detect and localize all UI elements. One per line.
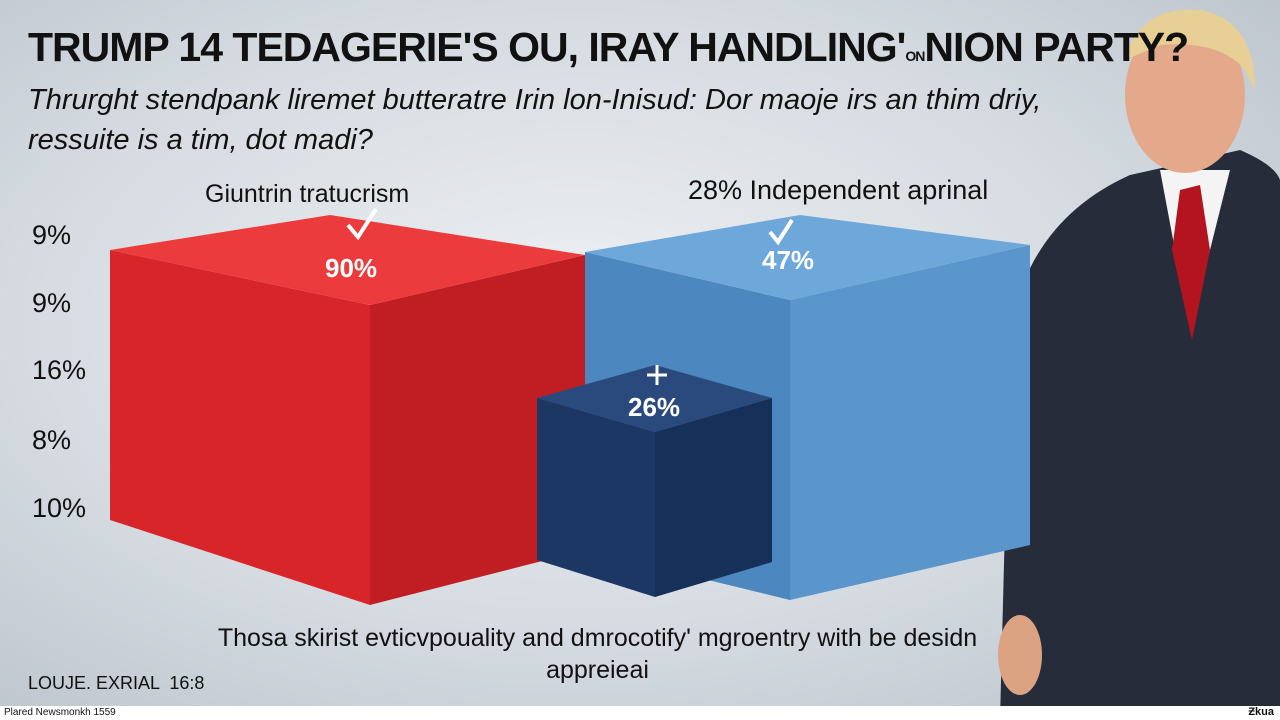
axis-label: 9%: [32, 220, 72, 250]
footer-bar: [0, 706, 1280, 720]
navy-box: [537, 365, 772, 597]
red-box: [110, 215, 585, 605]
bar-label: 90%: [325, 253, 378, 283]
corner-label: LOUJE. EXRIAL 16:8: [28, 673, 205, 693]
caption: Thosa skirist evticvpouality and dmrocot…: [217, 624, 978, 684]
bar-label: 47%: [762, 245, 815, 275]
axis-label: 16%: [32, 355, 87, 385]
check-icon: [346, 207, 378, 241]
title: TRUMP 14 TEDAGERIE'S OU, IRAY HANDLING'O…: [28, 24, 1189, 70]
footer-left: Plared Newsmonkh 1559: [4, 707, 116, 718]
axis-label: 10%: [32, 493, 87, 523]
bar-label: 26%: [628, 392, 681, 422]
plus-icon: [647, 365, 667, 385]
person: [998, 9, 1280, 720]
footer-right: Ƶkua: [1248, 706, 1274, 718]
subtitle: Thrurght stendpank liremet butteratre Ir…: [28, 84, 1042, 116]
group-label: Giuntrin tratucrism: [205, 180, 410, 208]
axis-label: 8%: [32, 425, 72, 455]
group-label: 28% Independent aprinal: [688, 175, 989, 205]
subtitle: ressuite is a tim, dot madi?: [28, 124, 373, 156]
check-icon: [768, 218, 794, 246]
axis-label: 9%: [32, 288, 72, 318]
